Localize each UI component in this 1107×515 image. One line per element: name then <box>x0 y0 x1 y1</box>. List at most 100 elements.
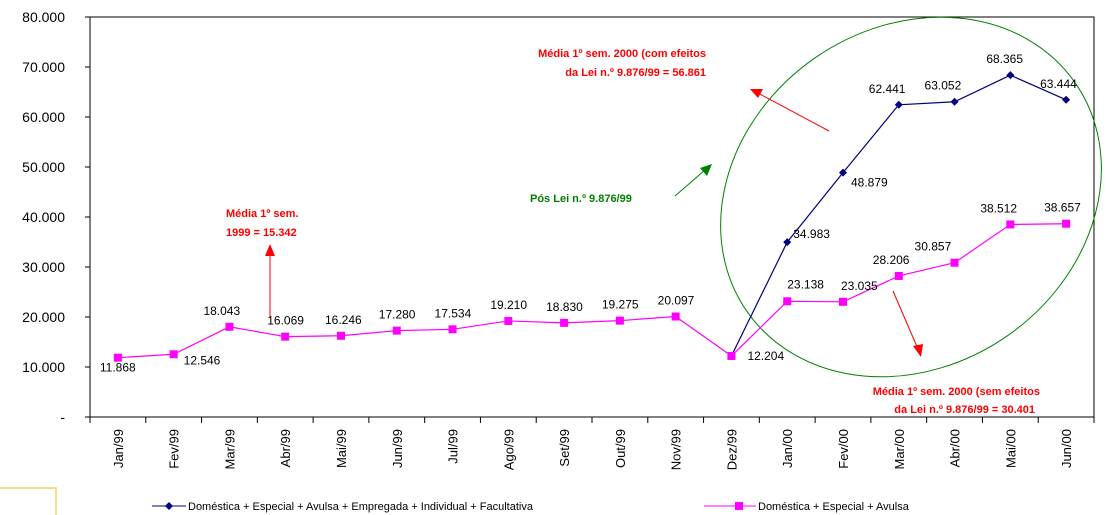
x-tick-label: Fev/99 <box>167 429 182 469</box>
legend-label-series-1: Doméstica + Especial + Avulsa + Empregad… <box>188 501 534 513</box>
series-1-data-label: 62.441 <box>869 82 906 96</box>
series-2-point <box>281 332 290 341</box>
series-1-line <box>730 74 1067 357</box>
series-2-data-label: 17.280 <box>379 308 416 322</box>
annotation-media-2000-sem-arrowhead <box>913 344 923 357</box>
series-2-point <box>615 316 624 325</box>
series-2-data-label: 19.210 <box>490 298 527 312</box>
series-2-line <box>117 223 1067 359</box>
x-tick-label: Out/99 <box>613 429 628 468</box>
x-tick-label: Jul/99 <box>446 429 461 464</box>
x-tick-label: Jun/00 <box>1059 429 1074 468</box>
x-tick-label: Jan/99 <box>111 429 126 468</box>
y-tick-label: 10.000 <box>22 359 65 375</box>
y-tick-label: 30.000 <box>22 259 65 275</box>
legend-item-series-1: Doméstica + Especial + Avulsa + Empregad… <box>152 501 534 513</box>
series-1-data-label: 63.444 <box>1040 77 1077 91</box>
series-2-data-label: 23.138 <box>787 277 824 291</box>
y-tick-label: 70.000 <box>22 59 65 75</box>
x-tick-label: Abr/00 <box>948 429 963 467</box>
y-axis: - 10.000 20.000 30.000 40.000 50.000 60.000 70.… <box>22 9 90 425</box>
series-2-data-label: 12.204 <box>747 349 784 363</box>
annotation-media-2000-sem: Média 1º sem. 2000 (sem efeitos da Lei n… <box>873 290 1040 416</box>
series-1-point <box>950 97 959 106</box>
series-2-point <box>1006 220 1015 229</box>
series-1-data-label: 63.052 <box>925 79 962 93</box>
y-tick-label: 50.000 <box>22 159 65 175</box>
x-tick-label: Set/99 <box>557 429 572 467</box>
x-tick-label: Mar/00 <box>892 429 907 469</box>
series-2-point <box>392 326 401 335</box>
x-tick-label: Jan/00 <box>780 429 795 468</box>
annotation-media-1999-arrowhead <box>265 244 275 256</box>
series-2-point <box>504 316 513 325</box>
x-tick-label: Jun/99 <box>390 429 405 468</box>
legend-label-series-2: Doméstica + Especial + Avulsa <box>758 501 910 513</box>
series-2-point <box>560 318 569 327</box>
series-2-data-label: 23.035 <box>841 279 878 293</box>
series-2-data-label: 11.868 <box>100 361 136 375</box>
pos-lei-highlight-ellipse <box>720 16 1102 378</box>
annotation-pos-lei: Pós Lei n.º 9.876/99 <box>530 164 712 205</box>
series-2-data-label: 38.657 <box>1044 201 1081 215</box>
annotation-media-2000-com-arrowhead <box>750 89 763 98</box>
series-2-point <box>337 331 345 340</box>
series-2-data-label: 17.534 <box>435 306 472 320</box>
series-2-data-label: 16.069 <box>267 314 304 328</box>
annotation-pos-lei-arrowhead <box>700 164 712 176</box>
series-2-point <box>950 258 959 267</box>
x-tick-label: Ago/99 <box>501 429 516 470</box>
series-2-data-label: 16.246 <box>325 313 362 327</box>
annotation-media-2000-com: Média 1º sem. 2000 (com efeitos da Lei n… <box>538 48 830 132</box>
series-2-point <box>839 297 847 306</box>
legend: Doméstica + Especial + Avulsa + Empregad… <box>152 501 910 513</box>
annotation-media-2000-com-line1: Média 1º sem. 2000 (com efeitos <box>538 48 706 60</box>
series-2-point <box>727 351 736 360</box>
series-1-point <box>1062 95 1071 104</box>
y-tick-label: - <box>60 409 65 425</box>
x-tick-label: Mar/99 <box>222 429 237 469</box>
series-2-point <box>671 312 680 321</box>
annotation-media-2000-com-line2: da Lei n.º 9.876/99 = 56.861 <box>565 67 706 79</box>
x-tick-label: Dez/99 <box>724 429 739 470</box>
series-1-point <box>894 100 903 109</box>
x-tick-label: Abr/99 <box>278 429 293 467</box>
series-2-point <box>894 271 903 280</box>
series-2-data-label: 28.206 <box>873 253 910 267</box>
x-axis: Jan/99 Fev/99 Mar/99 Abr/99 Mai/99 Jun/99 Jul/… <box>89 417 1095 470</box>
y-tick-label: 40.000 <box>22 209 65 225</box>
annotation-media-2000-sem-arrow <box>892 290 919 350</box>
y-tick-label: 80.000 <box>22 9 65 25</box>
annotation-media-1999-line2: 1999 = 15.342 <box>226 227 297 239</box>
x-tick-label: Nov/99 <box>669 429 684 470</box>
decorative-bracket <box>0 487 57 515</box>
series-1-data-label: 48.879 <box>851 176 888 190</box>
legend-marker-series-2 <box>735 502 743 510</box>
series-2-data-label: 12.546 <box>184 353 221 367</box>
series-2-point <box>113 353 122 362</box>
y-tick-label: 20.000 <box>22 309 65 325</box>
annotation-pos-lei-arrow <box>674 169 706 197</box>
series-1-point <box>783 238 792 247</box>
annotation-media-2000-sem-line1: Média 1º sem. 2000 (sem efeitos <box>873 386 1040 398</box>
series-1-data-label: 68.365 <box>986 52 1023 66</box>
series-2-data-label: 38.512 <box>980 201 1017 215</box>
series-2-data-label: 30.857 <box>915 240 952 254</box>
series-2-point <box>1062 219 1071 228</box>
data-labels-layer: 34.983 48.879 62.441 63.052 68.365 63.444 11.8… <box>100 52 1081 374</box>
annotation-media-1999-line1: Média 1º sem. <box>226 208 299 220</box>
annotation-pos-lei-text: Pós Lei n.º 9.876/99 <box>530 193 632 205</box>
series-layer <box>113 71 1071 362</box>
legend-marker-series-1 <box>165 502 173 510</box>
series-2-point <box>225 322 234 331</box>
series-1-point <box>1006 71 1015 80</box>
x-tick-label: Mai/00 <box>1003 429 1018 468</box>
series-2-data-label: 18.830 <box>546 300 583 314</box>
legend-item-series-2: Doméstica + Especial + Avulsa <box>704 501 910 513</box>
series-2-point <box>448 325 457 334</box>
series-2-data-label: 19.275 <box>602 298 639 312</box>
x-tick-label: Mai/99 <box>334 429 349 468</box>
annotation-media-2000-com-arrow <box>757 92 830 132</box>
series-1-point <box>839 168 847 177</box>
